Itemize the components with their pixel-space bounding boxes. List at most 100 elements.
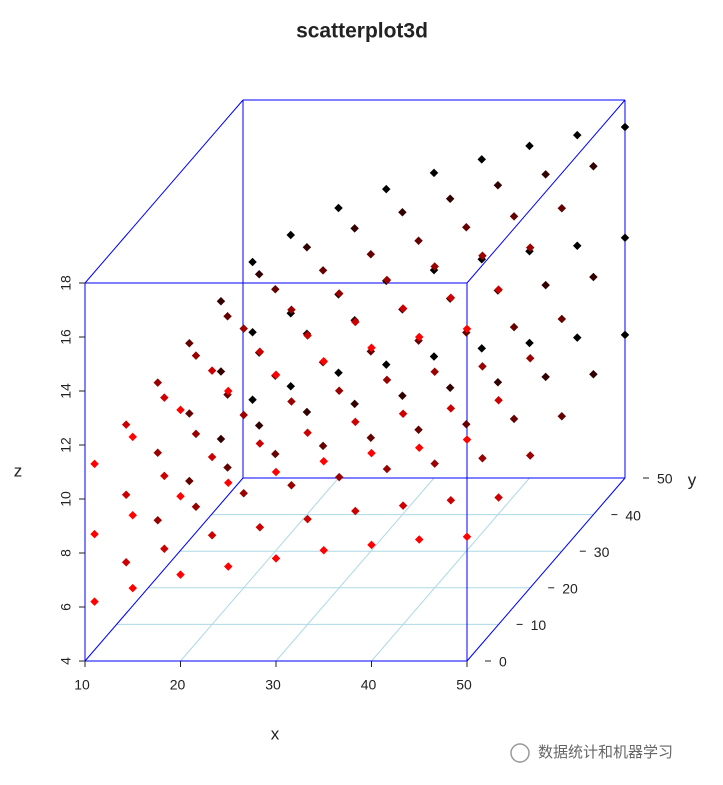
z-tick-label: 4 (58, 657, 74, 665)
point (351, 317, 360, 327)
x-tick-label: 10 (74, 677, 90, 693)
point (254, 270, 264, 279)
point (382, 464, 392, 474)
point (334, 289, 344, 298)
point (620, 330, 630, 340)
point (303, 428, 312, 437)
point (414, 425, 423, 434)
y-tick-label: 50 (657, 471, 673, 487)
point (573, 130, 582, 140)
grid-line (180, 477, 339, 662)
point (382, 275, 392, 285)
point (445, 194, 455, 203)
point (620, 122, 630, 132)
point (398, 409, 408, 419)
z-tick-label: 16 (58, 329, 74, 345)
grid-line (275, 477, 435, 662)
point (525, 141, 534, 151)
point (287, 305, 296, 314)
point (557, 314, 567, 324)
point (319, 456, 328, 466)
point (382, 375, 392, 385)
point (351, 417, 360, 427)
watermark-icon (510, 743, 530, 763)
point (191, 502, 201, 512)
x-axis-label: x (271, 724, 280, 743)
point (207, 452, 217, 462)
x-tick-label: 20 (170, 677, 186, 693)
point (493, 378, 503, 387)
point (334, 472, 344, 482)
z-tick-label: 8 (58, 549, 74, 557)
box-edge (466, 99, 626, 284)
point (445, 383, 455, 392)
point (367, 343, 376, 353)
point (128, 432, 137, 442)
point (303, 514, 312, 524)
point (153, 516, 162, 525)
point (415, 535, 424, 544)
point (382, 184, 391, 194)
point (286, 381, 295, 391)
point (334, 386, 344, 395)
point (185, 476, 194, 486)
point (160, 471, 169, 481)
point (185, 409, 194, 418)
point (509, 322, 519, 332)
point (477, 155, 486, 164)
point (462, 420, 471, 429)
point (557, 411, 567, 421)
point (216, 434, 226, 444)
box-edge (466, 477, 626, 662)
point (573, 241, 582, 251)
point (415, 332, 424, 342)
point (223, 312, 232, 321)
point (248, 327, 257, 337)
point (271, 467, 281, 477)
y-axis-label: y (688, 470, 697, 489)
chart-title: scatterplot3d (296, 20, 428, 43)
y-tick-label: 40 (625, 507, 641, 523)
point (176, 570, 185, 579)
point (90, 529, 99, 539)
point (254, 421, 264, 430)
point (334, 203, 343, 213)
point (255, 522, 265, 532)
point (239, 410, 248, 420)
point (446, 404, 456, 413)
point (494, 493, 503, 502)
point (462, 222, 471, 232)
point (216, 297, 226, 306)
point (350, 224, 359, 233)
point (429, 168, 439, 178)
point (160, 544, 169, 554)
point (462, 532, 472, 542)
point (589, 272, 598, 282)
point (286, 230, 295, 240)
point (620, 233, 630, 242)
y-tick-label: 10 (531, 617, 547, 633)
point (478, 453, 487, 463)
point (153, 448, 162, 458)
point (176, 492, 185, 501)
y-tick-label: 30 (594, 544, 610, 560)
z-tick-label: 18 (58, 275, 74, 291)
point (446, 495, 456, 505)
point (367, 540, 376, 550)
point (223, 463, 232, 472)
point (160, 393, 169, 402)
point (224, 478, 233, 488)
point (248, 395, 257, 404)
point (557, 204, 567, 213)
point (121, 420, 131, 429)
point (318, 266, 328, 275)
y-tick-label: 0 (499, 654, 507, 670)
point (191, 429, 201, 439)
point (509, 414, 519, 424)
point (350, 399, 359, 409)
point (302, 407, 312, 417)
point (121, 558, 131, 567)
point (255, 347, 265, 356)
point (351, 506, 360, 516)
point (541, 280, 550, 290)
